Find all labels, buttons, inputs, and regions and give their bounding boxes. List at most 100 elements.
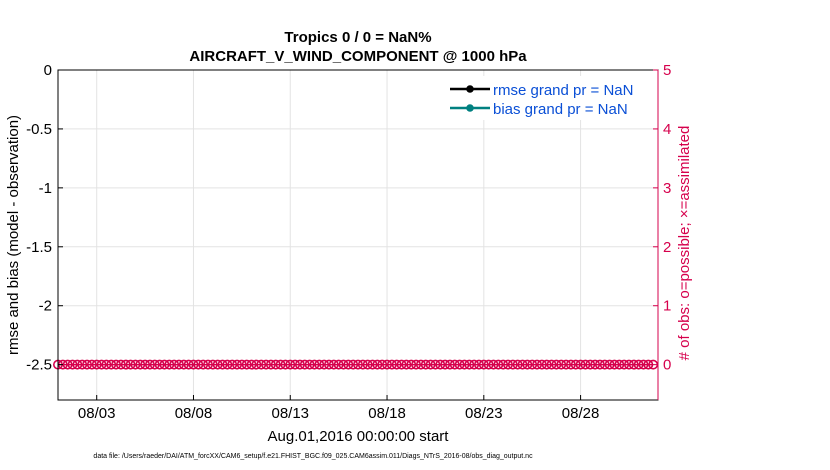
- obs-possible-point: [454, 359, 465, 370]
- obs-possible-point: [396, 359, 407, 370]
- obs-possible-point: [498, 359, 509, 370]
- obs-possible-point: [570, 359, 581, 370]
- obs-possible-point: [140, 359, 151, 370]
- y2-tick-label: 4: [663, 121, 671, 138]
- obs-possible-point: [285, 359, 296, 370]
- obs-possible-point: [449, 359, 460, 370]
- obs-possible-point: [323, 359, 334, 370]
- obs-possible-point: [609, 359, 620, 370]
- legend-label-bias: bias grand pr = NaN: [493, 101, 628, 118]
- y-tick-label: -1: [39, 180, 52, 197]
- obs-possible-point: [193, 359, 204, 370]
- data-file-footer: data file: /Users/raeder/DAI/ATM_forcXX/…: [93, 453, 533, 460]
- legend-marker-rmse: [466, 85, 474, 93]
- y-tick-label: -2: [39, 298, 52, 315]
- obs-possible-point: [536, 359, 547, 370]
- y2-tick-label: 5: [663, 62, 671, 79]
- obs-possible-point: [638, 359, 649, 370]
- obs-possible-point: [633, 359, 644, 370]
- obs-possible-point: [473, 359, 484, 370]
- obs-possible-point: [91, 359, 102, 370]
- obs-possible-point: [164, 359, 175, 370]
- obs-possible-point: [62, 359, 73, 370]
- legend-marker-bias: [466, 104, 474, 112]
- x-axis-label: Aug.01,2016 00:00:00 start: [268, 428, 450, 445]
- y-tick-label: -0.5: [26, 121, 52, 138]
- obs-possible-point: [319, 359, 330, 370]
- obs-possible-point: [435, 359, 446, 370]
- y2-tick-label: 1: [663, 298, 671, 315]
- obs-possible-point: [459, 359, 470, 370]
- obs-possible-point: [440, 359, 451, 370]
- legend-label-rmse: rmse grand pr = NaN: [493, 82, 633, 99]
- obs-possible-point: [101, 359, 112, 370]
- obs-possible-point: [425, 359, 436, 370]
- obs-possible-point: [82, 359, 93, 370]
- obs-possible-point: [280, 359, 291, 370]
- obs-possible-point: [546, 359, 557, 370]
- obs-possible-point: [507, 359, 518, 370]
- obs-possible-point: [198, 359, 209, 370]
- obs-possible-point: [391, 359, 402, 370]
- plot-area: [58, 70, 658, 400]
- obs-possible-point: [590, 359, 601, 370]
- obs-possible-point: [367, 359, 378, 370]
- obs-possible-point: [444, 359, 455, 370]
- obs-possible-point: [77, 359, 88, 370]
- obs-possible-point: [207, 359, 218, 370]
- obs-possible-point: [203, 359, 214, 370]
- obs-possible-point: [527, 359, 538, 370]
- obs-possible-point: [294, 359, 305, 370]
- obs-possible-point: [594, 359, 605, 370]
- obs-possible-point: [270, 359, 281, 370]
- obs-possible-point: [561, 359, 572, 370]
- obs-possible-point: [120, 359, 131, 370]
- obs-possible-point: [493, 359, 504, 370]
- obs-possible-point: [623, 359, 634, 370]
- y-tick-label: 0: [44, 62, 52, 79]
- obs-possible-point: [382, 359, 393, 370]
- obs-possible-point: [401, 359, 412, 370]
- obs-possible-point: [178, 359, 189, 370]
- obs-possible-point: [488, 359, 499, 370]
- obs-possible-point: [352, 359, 363, 370]
- obs-possible-point: [96, 359, 107, 370]
- obs-possible-point: [309, 359, 320, 370]
- chart-subtitle: AIRCRAFT_V_WIND_COMPONENT @ 1000 hPa: [189, 48, 527, 65]
- obs-count-markers: [52, 359, 659, 370]
- obs-possible-point: [236, 359, 247, 370]
- obs-possible-point: [464, 359, 475, 370]
- obs-possible-point: [541, 359, 552, 370]
- y2-axis-label: # of obs: o=possible; ×=assimilated: [676, 126, 693, 361]
- y2-tick-label: 3: [663, 180, 671, 197]
- obs-possible-point: [169, 359, 180, 370]
- y-axis-right: 5 4 3 2 1 0: [653, 62, 671, 374]
- obs-possible-point: [159, 359, 170, 370]
- obs-possible-point: [135, 359, 146, 370]
- obs-possible-point: [522, 359, 533, 370]
- obs-possible-point: [469, 359, 480, 370]
- x-tick-label: 08/28: [562, 405, 600, 422]
- x-tick-label: 08/08: [175, 405, 213, 422]
- obs-possible-point: [111, 359, 122, 370]
- obs-possible-point: [212, 359, 223, 370]
- obs-possible-point: [106, 359, 117, 370]
- obs-possible-point: [619, 359, 630, 370]
- obs-possible-point: [227, 359, 238, 370]
- obs-possible-point: [585, 359, 596, 370]
- obs-possible-point: [246, 359, 257, 370]
- obs-possible-point: [290, 359, 301, 370]
- obs-possible-point: [372, 359, 383, 370]
- obs-possible-point: [483, 359, 494, 370]
- obs-possible-point: [304, 359, 315, 370]
- obs-possible-point: [328, 359, 339, 370]
- obs-possible-point: [357, 359, 368, 370]
- y-axis-left: 0 -0.5 -1 -1.5 -2 -2.5: [26, 62, 63, 374]
- obs-possible-point: [232, 359, 243, 370]
- x-tick-label: 08/03: [78, 405, 116, 422]
- obs-possible-point: [67, 359, 78, 370]
- obs-possible-point: [86, 359, 97, 370]
- obs-possible-point: [348, 359, 359, 370]
- obs-possible-point: [386, 359, 397, 370]
